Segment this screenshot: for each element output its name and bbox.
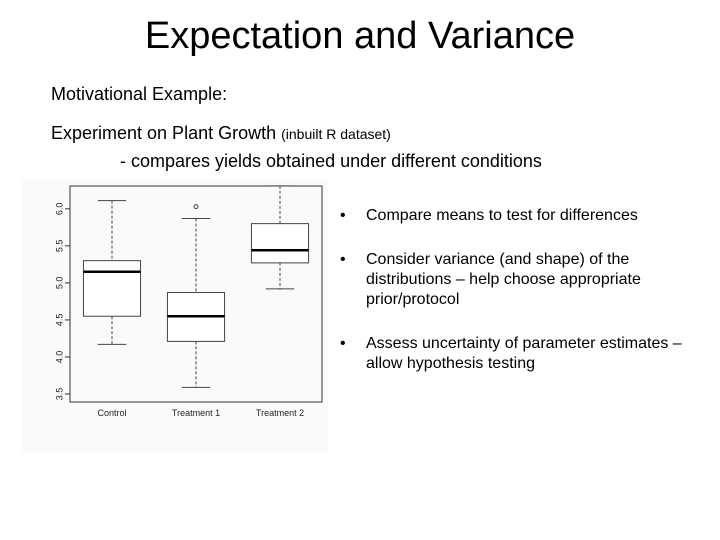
experiment-line: Experiment on Plant Growth (inbuilt R da… <box>51 123 391 144</box>
slide-title: Expectation and Variance <box>144 15 576 57</box>
bullet-list: • Compare means to test for differences … <box>338 206 718 374</box>
bullet-marker: • <box>340 335 346 352</box>
y-tick-label: 4.0 <box>54 351 64 364</box>
category-label: Treatment 1 <box>172 408 220 418</box>
category-label: Treatment 2 <box>256 408 304 418</box>
motivation-label: Motivational Example: <box>51 84 228 104</box>
bullet-marker: • <box>340 207 346 224</box>
y-tick-label: 4.5 <box>54 314 64 327</box>
y-tick-label: 5.0 <box>54 277 64 290</box>
compares-line: - compares yields obtained under differe… <box>120 151 542 171</box>
box <box>250 223 310 264</box>
boxplot-chart: 3.5 4.0 4.5 5.0 5.5 6.0 Control Treatment 1 Trea… <box>54 185 323 418</box>
boxplot-figure: 3.5 4.0 4.5 5.0 5.5 6.0 Control Treatment 1 Trea… <box>22 180 328 452</box>
plot-frame <box>69 185 323 403</box>
bullet-item: • Assess uncertainty of parameter estima… <box>338 334 718 374</box>
bullet-text: Compare means to test for differences <box>366 207 638 224</box>
y-tick-label: 3.5 <box>54 388 64 401</box>
y-tick-label: 6.0 <box>54 203 64 216</box>
experiment-main-text: Experiment on Plant Growth <box>51 123 277 143</box>
box <box>82 260 142 317</box>
bullet-marker: • <box>340 251 346 268</box>
bullet-item: • Compare means to test for differences <box>338 206 718 226</box>
bullet-text: Assess uncertainty of parameter estimate… <box>366 335 682 372</box>
outlier-point <box>193 204 199 210</box>
y-tick-label: 5.5 <box>54 240 64 253</box>
experiment-note: (inbuilt R dataset) <box>281 126 391 142</box>
bullet-text: Consider variance (and shape) of the dis… <box>366 251 641 308</box>
bullet-item: • Consider variance (and shape) of the d… <box>338 250 718 310</box>
category-label: Control <box>97 408 126 418</box>
